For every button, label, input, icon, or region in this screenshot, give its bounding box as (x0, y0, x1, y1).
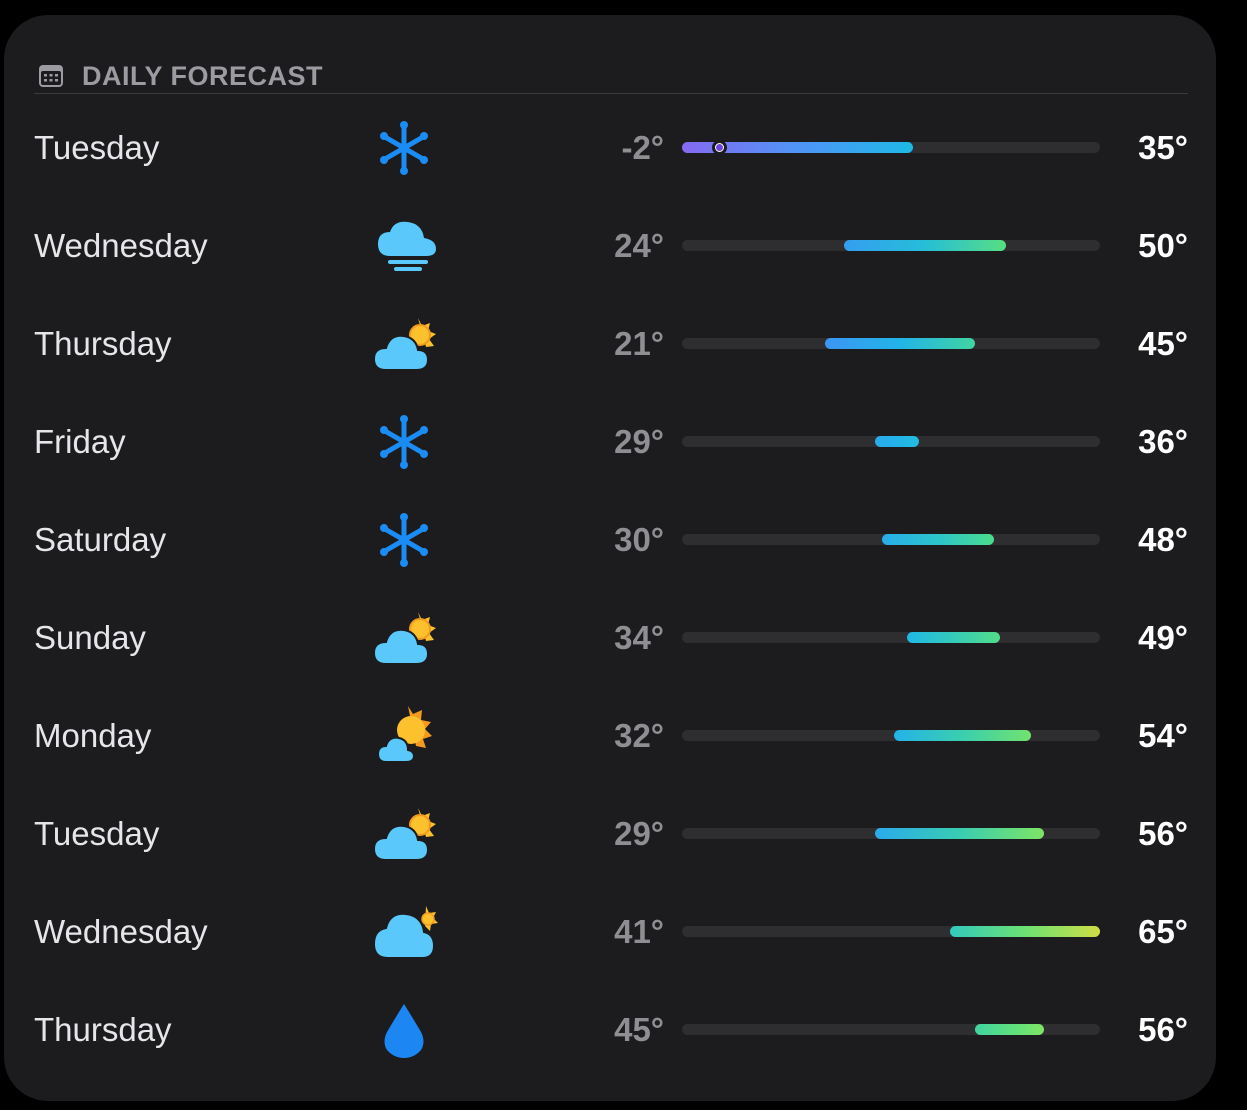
high-temp: 56° (1138, 1011, 1188, 1048)
snow-icon (368, 118, 440, 178)
day-label: Wednesday (34, 913, 208, 950)
forecast-row[interactable]: Monday 32° 54° (4, 687, 1216, 785)
fog-icon (368, 216, 440, 276)
mostly-sunny-icon (368, 706, 440, 766)
snow-icon (368, 412, 440, 472)
high-temp: 56° (1138, 815, 1188, 852)
partly-cloudy-icon (368, 314, 440, 374)
temp-range-bar (906, 632, 1001, 643)
rain-drop-icon (368, 1000, 440, 1060)
forecast-title: DAILY FORECAST (82, 60, 324, 91)
temp-range-bar (875, 436, 920, 447)
high-temp: 48° (1138, 521, 1188, 558)
temp-range-bar (881, 534, 994, 545)
low-temp: 24° (614, 227, 664, 264)
forecast-header: DAILY FORECAST (38, 53, 323, 99)
day-label: Monday (34, 717, 152, 754)
temp-range-track (682, 926, 1100, 937)
low-temp: 45° (614, 1011, 664, 1048)
day-label: Wednesday (34, 227, 208, 264)
low-temp: 41° (614, 913, 664, 950)
forecast-row[interactable]: Saturday 30° 48° (4, 491, 1216, 589)
forecast-row[interactable]: Wednesday 24° 50° (4, 197, 1216, 295)
current-temp-marker (711, 140, 727, 155)
snow-icon (368, 510, 440, 570)
forecast-row[interactable]: Thursday 45° 56° (4, 981, 1216, 1079)
day-label: Tuesday (34, 129, 160, 166)
high-temp: 49° (1138, 619, 1188, 656)
temp-range-track (682, 828, 1100, 839)
day-label: Thursday (34, 325, 172, 362)
high-temp: 45° (1138, 325, 1188, 362)
temp-range-track (682, 240, 1100, 251)
day-label: Tuesday (34, 815, 160, 852)
temp-range-bar (844, 240, 1007, 251)
temp-range-track (682, 632, 1100, 643)
low-temp: 21° (614, 325, 664, 362)
forecast-row[interactable]: Tuesday 29° 56° (4, 785, 1216, 883)
forecast-row[interactable]: Friday 29° 36° (4, 393, 1216, 491)
forecast-row[interactable]: Sunday 34° 49° (4, 589, 1216, 687)
high-temp: 36° (1138, 423, 1188, 460)
temp-range-track (682, 534, 1100, 545)
high-temp: 65° (1138, 913, 1188, 950)
temp-range-bar (875, 828, 1044, 839)
forecast-row[interactable]: Wednesday 41° 65° (4, 883, 1216, 981)
temp-range-bar (950, 926, 1100, 937)
temp-range-track (682, 436, 1100, 447)
mostly-cloudy-icon (368, 902, 440, 962)
low-temp: 34° (614, 619, 664, 656)
temp-range-track (682, 140, 1100, 155)
day-label: Thursday (34, 1011, 172, 1048)
temp-range-bar (894, 730, 1032, 741)
forecast-row[interactable]: Tuesday -2° 35° (4, 99, 1216, 197)
daily-forecast-card: DAILY FORECAST Tuesday -2° 35° Wednesday 2… (4, 15, 1216, 1101)
temp-range-bar (825, 338, 976, 349)
forecast-row[interactable]: Thursday 21° 45° (4, 295, 1216, 393)
low-temp: 30° (614, 521, 664, 558)
low-temp: 29° (614, 423, 664, 460)
day-label: Friday (34, 423, 126, 460)
temp-range-bar (682, 142, 913, 153)
temp-range-track (682, 338, 1100, 349)
day-label: Sunday (34, 619, 146, 656)
calendar-icon (39, 65, 63, 87)
partly-cloudy-icon (368, 804, 440, 864)
temp-range-track (682, 730, 1100, 741)
partly-cloudy-icon (368, 608, 440, 668)
temp-range-bar (975, 1024, 1044, 1035)
temp-range-track (682, 1024, 1100, 1035)
high-temp: 50° (1138, 227, 1188, 264)
high-temp: 35° (1138, 129, 1188, 166)
day-label: Saturday (34, 521, 167, 558)
low-temp: 32° (614, 717, 664, 754)
low-temp: -2° (621, 129, 664, 166)
high-temp: 54° (1138, 717, 1188, 754)
low-temp: 29° (614, 815, 664, 852)
header-divider (34, 93, 1188, 94)
